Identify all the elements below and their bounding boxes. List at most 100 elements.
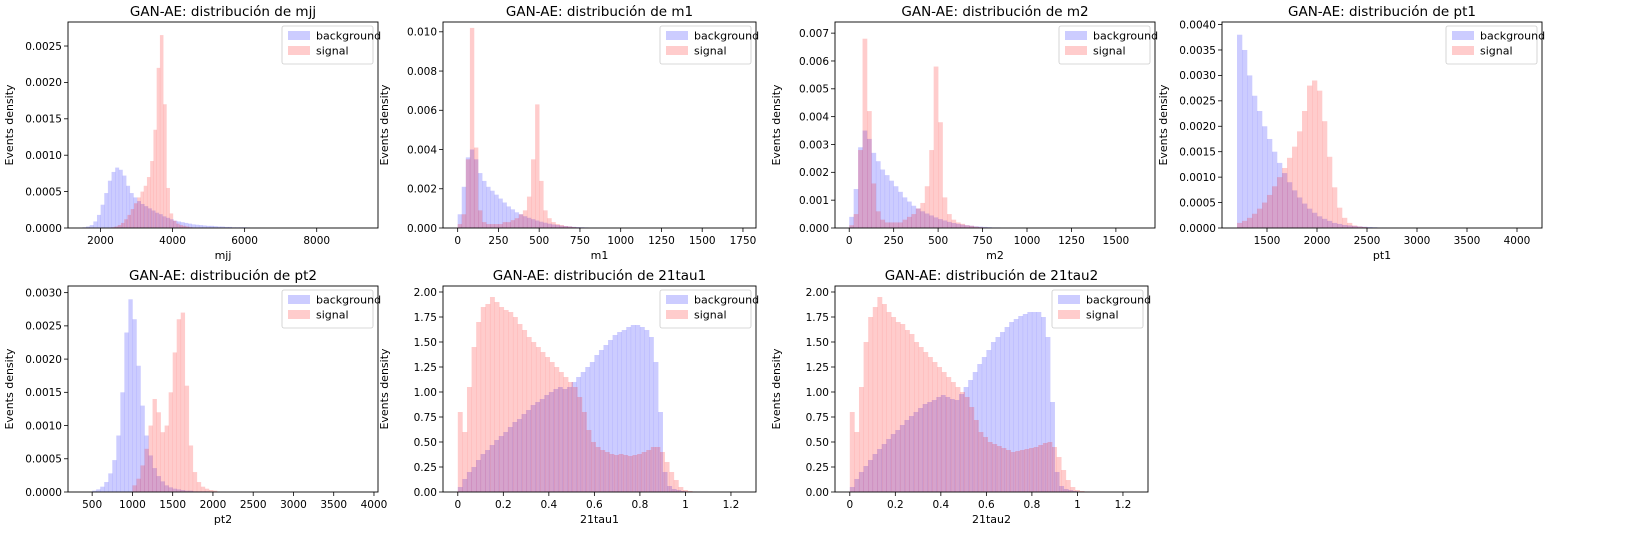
legend: background signal [281, 289, 381, 329]
histogram-bars [82, 35, 265, 228]
background-bar [986, 350, 992, 492]
background-bar [140, 203, 145, 228]
background-bar [108, 473, 113, 492]
subplot-3: 0.000 0.001 0.002 0.003 0.004 0.005 0.006 0.007… [770, 4, 1158, 262]
signal-bar [849, 225, 854, 228]
signal-bar [933, 66, 939, 228]
background-bar [188, 223, 192, 228]
legend-label-background: background [316, 294, 381, 307]
background-bar [516, 419, 522, 492]
signal-bar [182, 225, 187, 228]
signal-bar [572, 387, 578, 492]
signal-bar [539, 180, 544, 228]
background-bar [151, 210, 156, 228]
signal-bar [867, 111, 872, 228]
x-tick-label: 1500 [1254, 235, 1281, 247]
axes-frame [67, 21, 379, 229]
background-swatch [288, 31, 310, 40]
signal-bar [136, 478, 141, 492]
background-bar [858, 472, 864, 492]
y-tick-label: 0.50 [806, 437, 829, 449]
x-tick-label: 2500 [240, 499, 267, 511]
legend-label-background: background [694, 294, 759, 307]
x-axis-label: 21tau2 [972, 513, 1011, 526]
y-tick-label: 2.00 [414, 287, 437, 299]
signal-bar [200, 486, 206, 492]
background-bar [1327, 220, 1333, 228]
signal-bar [117, 225, 122, 228]
x-tick-label: 3500 [320, 499, 347, 511]
signal-bar [600, 450, 606, 492]
background-bar [168, 487, 173, 492]
signal-bar [950, 382, 956, 492]
background-bar [880, 169, 886, 228]
background-bar [522, 216, 528, 228]
background-bar [132, 319, 137, 492]
x-tick-label: 0.8 [632, 499, 649, 511]
signal-bar [632, 455, 638, 492]
background-bar [853, 189, 859, 228]
signal-swatch [1452, 46, 1474, 55]
background-bar [1362, 226, 1368, 228]
legend-label-background: background [1086, 294, 1151, 307]
x-axis-label: pt1 [1373, 249, 1391, 262]
background-bar [1050, 402, 1055, 492]
signal-bar [880, 219, 886, 228]
axes-frame [1221, 21, 1543, 229]
signal-bar [1337, 207, 1343, 228]
histogram-bars [849, 297, 1101, 492]
legend: background signal [1445, 25, 1545, 65]
x-tick-label: 0 [846, 235, 853, 247]
signal-bar [148, 425, 153, 492]
chart-title: GAN-AE: distribución de mjj [130, 4, 316, 20]
y-tick-label: 0.008 [407, 66, 437, 78]
background-bar [177, 221, 182, 228]
signal-bar [540, 352, 546, 492]
signal-bar [172, 352, 178, 492]
signal-bar [494, 302, 500, 492]
signal-bar [683, 490, 688, 492]
signal-bar [973, 420, 979, 492]
background-bar [1242, 49, 1248, 228]
background-bar [507, 427, 513, 492]
signal-bar [604, 452, 610, 492]
signal-bar [1237, 222, 1243, 228]
signal-bar [1252, 213, 1258, 228]
background-bar [551, 224, 556, 228]
background-bar [886, 439, 892, 492]
background-bar [144, 206, 149, 228]
axes-frame [67, 285, 379, 493]
background-bar [526, 217, 532, 228]
y-tick-label: 0.25 [414, 462, 437, 474]
background-bar [100, 486, 105, 492]
signal-bar [673, 480, 679, 492]
background-bar [973, 226, 979, 228]
signal-bar [144, 448, 149, 492]
background-bar [485, 450, 490, 492]
signal-bar [664, 462, 670, 492]
signal-bar [469, 27, 475, 228]
signal-bar [179, 225, 183, 228]
signal-bar [853, 214, 859, 228]
background-bar [955, 223, 961, 228]
background-bar [498, 198, 503, 228]
background-bar [902, 197, 908, 228]
signal-bar [490, 224, 495, 228]
background-bar [206, 225, 211, 228]
signal-bar [471, 347, 477, 492]
signal-bar [891, 317, 897, 492]
signal-bar [872, 307, 878, 492]
signal-bar [512, 317, 518, 492]
signal-bar [687, 491, 693, 492]
x-tick-label: 1250 [1058, 235, 1085, 247]
signal-bar [494, 224, 499, 228]
legend: background signal [1051, 289, 1151, 329]
signal-bar [555, 224, 560, 228]
signal-bar [978, 432, 984, 492]
background-bar [1004, 327, 1010, 492]
x-tick-label: 1000 [1014, 235, 1041, 247]
background-bar [594, 355, 600, 492]
signal-bar [895, 322, 901, 492]
signal-bar [137, 197, 141, 228]
